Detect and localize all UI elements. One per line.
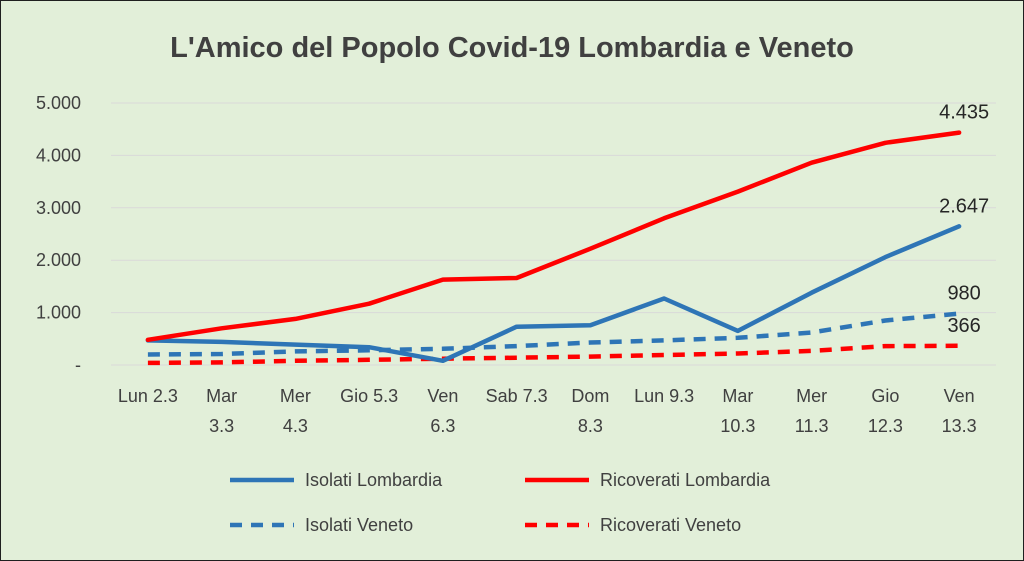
x-tick-label: 10.3 [720,416,755,436]
chart-title: L'Amico del Popolo Covid-19 Lombardia e … [170,32,854,64]
series-line-ricoverati-veneto [147,343,960,366]
legend-label: Isolati Lombardia [305,470,443,490]
y-tick-label: - [75,355,81,375]
series-line-isolati-lombardia [145,224,962,364]
legend-label: Isolati Veneto [305,515,413,535]
x-tick-label: Lun 9.3 [634,386,694,406]
x-tick-label: 13.3 [942,416,977,436]
x-tick-label: 8.3 [578,416,603,436]
legend-label: Ricoverati Veneto [600,515,741,535]
grid-lines [111,102,996,366]
x-tick-label: 11.3 [795,416,829,436]
x-tick-label: Lun 2.3 [118,386,178,406]
data-label: 980 [947,283,980,305]
legend: Isolati Lombardia Ricoverati Lombardia Iso… [230,470,771,535]
legend-label: Ricoverati Lombardia [600,470,771,490]
end-labels: 2.647 4.435 980 366 [939,102,989,337]
data-label: 2.647 [939,195,989,217]
x-tick-label: Ven [427,386,458,406]
x-tick-label: Sab 7.3 [486,386,548,406]
x-axis-ticks: Lun 2.3 Mar 3.3 Mer 4.3 Gio 5.3 Ven 6.3 Sab 7.3 D… [118,386,977,436]
x-tick-label: Gio [871,386,899,406]
x-tick-label: Dom [571,386,609,406]
y-axis-ticks: - 1.000 2.000 3.000 4.000 5.000 [36,93,81,375]
x-tick-label: 6.3 [430,416,455,436]
data-label: 4.435 [939,102,989,124]
series-line-ricoverati-lombardia [145,130,962,343]
series-line-isolati-veneto [147,311,960,357]
y-tick-label: 4.000 [36,145,81,165]
y-tick-label: 2.000 [36,250,81,270]
x-tick-label: Mar [722,386,753,406]
y-tick-label: 3.000 [36,198,81,218]
x-tick-label: Gio 5.3 [340,386,398,406]
y-tick-label: 1.000 [36,303,81,323]
x-tick-label: 3.3 [209,416,234,436]
series-lines [145,130,962,366]
x-tick-label: 4.3 [283,416,308,436]
x-tick-label: Ven [944,386,975,406]
x-tick-label: Mer [796,386,827,406]
x-tick-label: Mer [280,386,311,406]
y-tick-label: 5.000 [36,93,81,113]
x-tick-label: 12.3 [868,416,903,436]
data-label: 366 [947,315,980,337]
x-tick-label: Mar [206,386,237,406]
